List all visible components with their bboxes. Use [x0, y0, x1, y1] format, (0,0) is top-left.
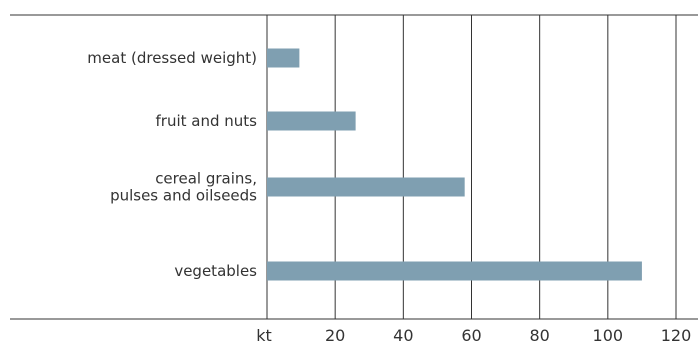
- category-label-2-line-1: pulses and oilseeds: [110, 187, 257, 205]
- x-tick-label-100: 100: [593, 326, 624, 345]
- category-labels: meat (dressed weight) fruit and nuts cerea…: [87, 49, 257, 280]
- category-label-2-line-0: cereal grains,: [155, 170, 257, 188]
- bar-1: [267, 111, 356, 131]
- bar-2: [267, 177, 465, 197]
- category-label-0: meat (dressed weight): [87, 49, 257, 67]
- x-tick-label-120: 120: [661, 326, 692, 345]
- category-label-3: vegetables: [174, 262, 257, 280]
- bars: [267, 48, 642, 281]
- x-tick-label-40: 40: [393, 326, 413, 345]
- horizontal-rule: [10, 14, 698, 320]
- x-tick-labels: kt 20 40 60 80 100 120: [256, 326, 691, 345]
- x-tick-label-60: 60: [461, 326, 481, 345]
- x-tick-label-20: 20: [325, 326, 345, 345]
- x-tick-label-80: 80: [529, 326, 549, 345]
- bar-3: [267, 261, 642, 281]
- bar-0: [267, 48, 300, 68]
- category-label-1: fruit and nuts: [156, 112, 258, 130]
- x-unit-label: kt: [256, 326, 272, 345]
